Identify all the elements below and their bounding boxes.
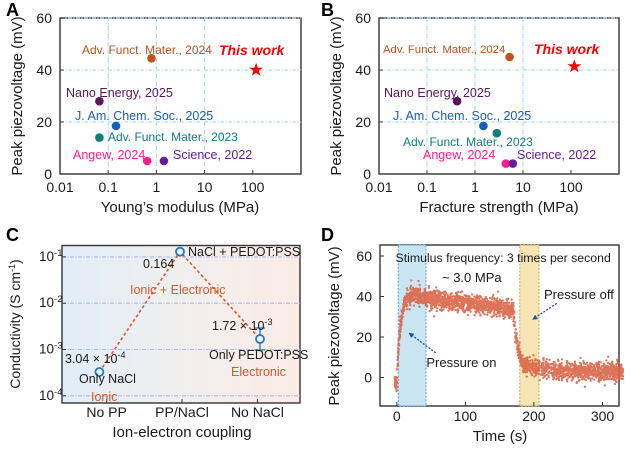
svg-text:D: D: [321, 225, 334, 245]
svg-text:Peak piezovoltage (mV): Peak piezovoltage (mV): [328, 16, 345, 175]
svg-text:A: A: [6, 0, 19, 20]
svg-text:10-3: 10-3: [39, 341, 62, 357]
svg-text:Conductivity (S cm-1): Conductivity (S cm-1): [7, 259, 23, 388]
svg-text:40: 40: [356, 289, 372, 305]
svg-text:20: 20: [36, 114, 52, 130]
svg-text:40: 40: [36, 62, 52, 78]
svg-text:Adv. Funct. Mater., 2023: Adv. Funct. Mater., 2023: [108, 130, 238, 144]
svg-text:0.1: 0.1: [417, 179, 437, 195]
svg-text:Pressure on: Pressure on: [426, 355, 496, 370]
svg-text:3.04 × 10-4: 3.04 × 10-4: [65, 350, 126, 366]
svg-text:Only NaCl: Only NaCl: [79, 372, 136, 386]
svg-text:Ionic: Ionic: [91, 390, 117, 404]
svg-text:100: 100: [241, 179, 265, 195]
svg-text:0.1: 0.1: [98, 179, 118, 195]
svg-text:Peak piezovoltage (mV): Peak piezovoltage (mV): [9, 16, 26, 175]
svg-text:Adv. Funct. Mater., 2023: Adv. Funct. Mater., 2023: [403, 135, 533, 149]
svg-text:Nano Energy, 2025: Nano Energy, 2025: [384, 86, 491, 100]
svg-text:0: 0: [393, 408, 401, 424]
svg-text:20: 20: [356, 329, 372, 345]
svg-text:This work: This work: [534, 41, 601, 57]
svg-text:0.164: 0.164: [143, 257, 174, 271]
svg-text:Fracture strength (MPa): Fracture strength (MPa): [419, 199, 578, 216]
svg-text:Pressure off: Pressure off: [544, 287, 614, 302]
svg-text:20: 20: [355, 114, 371, 130]
svg-text:~ 3.0 MPa: ~ 3.0 MPa: [442, 270, 502, 285]
svg-text:Only PEDOT:PSS: Only PEDOT:PSS: [209, 348, 308, 362]
svg-text:200: 200: [522, 408, 546, 424]
svg-text:J. Am. Chem. Soc., 2025: J. Am. Chem. Soc., 2025: [393, 109, 531, 123]
svg-text:10: 10: [515, 179, 531, 195]
svg-text:Nano Energy, 2025: Nano Energy, 2025: [66, 86, 173, 100]
svg-text:300: 300: [591, 408, 615, 424]
svg-text:NaCl + PEDOT:PSS: NaCl + PEDOT:PSS: [188, 245, 300, 259]
svg-text:C: C: [6, 225, 19, 245]
svg-text:0.01: 0.01: [365, 179, 392, 195]
svg-text:Science, 2022: Science, 2022: [173, 148, 252, 162]
svg-text:No NaCl: No NaCl: [231, 404, 284, 420]
svg-text:Young’s modulus (MPa): Young’s modulus (MPa): [101, 199, 259, 216]
svg-text:10-4: 10-4: [39, 387, 62, 403]
svg-text:Angew, 2024: Angew, 2024: [73, 148, 145, 162]
svg-text:0: 0: [364, 370, 372, 386]
svg-text:Peak piezovoltage (mV): Peak piezovoltage (mV): [326, 246, 343, 405]
svg-text:10-1: 10-1: [39, 248, 62, 264]
svg-text:40: 40: [355, 62, 371, 78]
svg-text:0.01: 0.01: [46, 179, 73, 195]
svg-text:10: 10: [197, 179, 213, 195]
svg-text:60: 60: [36, 10, 52, 26]
svg-text:1: 1: [471, 179, 479, 195]
svg-text:No PP: No PP: [86, 404, 126, 420]
svg-text:Adv. Funct. Mater., 2024: Adv. Funct. Mater., 2024: [383, 44, 505, 56]
svg-text:60: 60: [356, 248, 372, 264]
svg-text:Science, 2022: Science, 2022: [517, 148, 596, 162]
svg-text:B: B: [321, 0, 334, 20]
svg-text:60: 60: [355, 10, 371, 26]
svg-text:100: 100: [454, 408, 478, 424]
svg-text:Ionic + Electronic: Ionic + Electronic: [130, 283, 226, 297]
svg-text:Electronic: Electronic: [231, 365, 286, 379]
svg-text:J. Am. Chem. Soc., 2025: J. Am. Chem. Soc., 2025: [75, 109, 213, 123]
svg-text:10-2: 10-2: [39, 294, 62, 310]
svg-text:Stimulus frequency: 3 times pe: Stimulus frequency: 3 times per second: [396, 251, 611, 265]
svg-text:1: 1: [153, 179, 161, 195]
svg-text:Adv. Funct. Mater., 2024: Adv. Funct. Mater., 2024: [82, 43, 212, 57]
svg-text:This work: This work: [219, 42, 286, 58]
svg-text:100: 100: [559, 179, 583, 195]
svg-text:Angew, 2024: Angew, 2024: [423, 148, 495, 162]
svg-text:Ion-electron coupling: Ion-electron coupling: [112, 424, 251, 441]
svg-text:1.72 × 10-3: 1.72 × 10-3: [212, 317, 273, 333]
svg-text:Time (s): Time (s): [473, 428, 527, 445]
svg-text:PP/NaCl: PP/NaCl: [155, 404, 209, 420]
